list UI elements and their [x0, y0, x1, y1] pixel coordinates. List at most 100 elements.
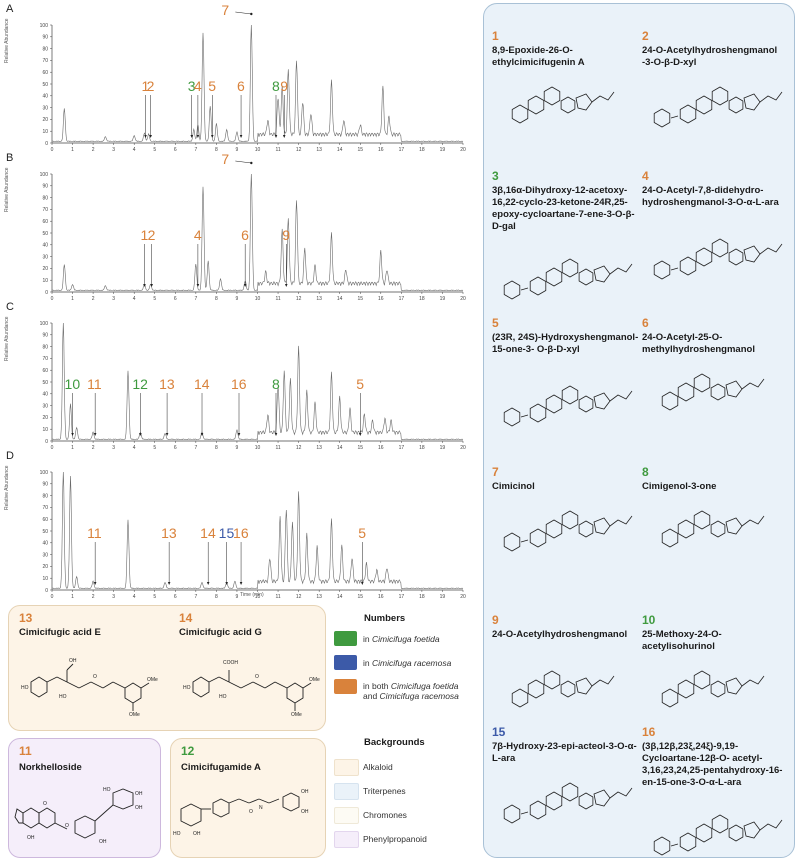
svg-text:OH: OH — [301, 789, 309, 795]
peak-arrow-head — [167, 582, 171, 585]
peak-label-5: 5 — [356, 376, 365, 392]
x-tick-label: 2 — [92, 147, 95, 153]
y-tick-label: 70 — [42, 356, 48, 362]
structure-12: HO OH O N OH OH — [173, 789, 309, 837]
y-tick-label: 90 — [42, 482, 48, 488]
x-tick-label: 1 — [71, 594, 74, 600]
peak-arrow-head — [71, 433, 74, 436]
y-tick-label: 50 — [42, 380, 48, 386]
peak-label-7: 7 — [221, 2, 230, 18]
peak-label-13: 13 — [161, 525, 177, 541]
legend-in-both: in both — [363, 681, 391, 691]
peak-arrow-head — [282, 135, 286, 138]
peak-arrow — [235, 11, 252, 15]
x-tick-label: 9 — [236, 147, 239, 153]
compound-11-number: 11 — [19, 744, 32, 758]
compound-name: 24-O-Acetylhydroshengmanol -3-O-β-D-xyl — [642, 45, 778, 68]
svg-text:OH: OH — [99, 839, 107, 845]
x-tick-label: 14 — [337, 445, 343, 451]
legend-alkaloid: Alkaloid — [363, 762, 393, 772]
x-tick-label: 10 — [255, 147, 261, 153]
x-tick-label: 0 — [51, 296, 54, 302]
x-tick-label: 1 — [71, 445, 74, 451]
structure-5 — [503, 385, 633, 427]
compound-number: 8 — [642, 465, 649, 479]
peak-arrow — [235, 160, 252, 164]
x-tick-label: 5 — [153, 296, 156, 302]
peak-arrow-head — [144, 135, 147, 138]
x-tick-label: 15 — [357, 445, 363, 451]
compound-number: 10 — [642, 613, 656, 627]
x-tick-label: 13 — [316, 594, 322, 600]
x-tick-label: 3 — [112, 296, 115, 302]
chromatogram-trace — [51, 322, 464, 441]
svg-text:HO: HO — [173, 831, 181, 837]
peak-arrow-head — [190, 135, 194, 138]
y-tick-label: 50 — [42, 231, 48, 237]
chromatogram-c: C Relative Abundance 0 10 20 30 40 50 60 70 80 90… — [0, 301, 478, 451]
alkaloid-box: 13 Cimicifugic acid E 14 Cimicifugic aci… — [8, 605, 326, 731]
legend-in-racemosa: in — [363, 658, 372, 668]
chromatogram-b: B Relative Abundance 0 10 20 30 40 50 60 70 80 90… — [0, 152, 478, 302]
y-tick-label: 10 — [42, 129, 48, 135]
svg-text:O: O — [43, 801, 47, 807]
peak-label-6: 6 — [237, 78, 245, 94]
x-tick-label: 4 — [133, 594, 136, 600]
legend-swatch-green — [334, 631, 357, 646]
peak-label-2: 2 — [146, 78, 155, 94]
structure-2 — [653, 86, 783, 128]
panel-letter-a: A — [6, 3, 14, 15]
compound-name: 3β,16α-Dihydroxy-12-acetoxy-16,22-cyclo-… — [492, 185, 635, 232]
compound-5: 5 (23R, 24S)-Hydroxyshengmanol-15-one-3- … — [492, 317, 640, 356]
y-tick-label: 100 — [40, 470, 49, 476]
y-tick-label: 10 — [42, 278, 48, 284]
peak-arrow-head — [239, 135, 243, 138]
compound-number: 4 — [642, 169, 649, 183]
x-tick-label: 19 — [440, 147, 446, 153]
peak-label-8: 8 — [271, 78, 280, 94]
peak-label-1: 1 — [140, 227, 149, 243]
x-tick-label: 11 — [275, 147, 280, 153]
x-tick-label: 19 — [440, 296, 446, 302]
compound-4: 4 24-O-Acetyl-7,8-didehydro-hydroshengman… — [642, 170, 790, 209]
peak-label-1: 1 — [141, 78, 150, 94]
peak-label-14: 14 — [194, 376, 210, 392]
compound-name: 24-O-Acetyl-7,8-didehydro-hydroshengmano… — [642, 185, 779, 208]
svg-text:COOH: COOH — [223, 660, 238, 666]
compound-16: 16 (3β,12β,23ξ,24ξ)-9,19-Cycloartane-12β-… — [642, 726, 790, 789]
compound-name: 24-O-Acetylhydroshengmanol — [492, 629, 628, 640]
y-tick-label: 0 — [45, 141, 48, 147]
svg-text:OMe: OMe — [129, 712, 140, 718]
x-tick-label: 16 — [378, 296, 384, 302]
peak-arrow-head — [196, 135, 200, 138]
x-tick-label: 11 — [275, 445, 280, 451]
compound-2: 2 24-O-Acetylhydroshengmanol -3-O-β-D-xyl — [642, 30, 790, 69]
legend-swatch-alkaloid — [334, 759, 359, 776]
structure-11: OH O O OH OH OH HO — [14, 787, 143, 845]
y-tick-label: 20 — [42, 415, 48, 421]
y-tick-label: 10 — [42, 427, 48, 433]
x-tick-label: 17 — [399, 296, 405, 302]
y-tick-label: 0 — [45, 588, 48, 594]
x-tick-label: 20 — [460, 296, 466, 302]
svg-text:HO: HO — [59, 694, 67, 700]
x-tick-label: 11 — [275, 296, 280, 302]
compound-name: Cimicinol — [492, 481, 535, 492]
compound-7: 7 Cimicinol — [492, 466, 640, 493]
compound-13-name: Cimicifugic acid E — [19, 627, 101, 638]
y-tick-label: 50 — [42, 529, 48, 535]
compound-13-number: 13 — [19, 611, 33, 625]
x-tick-label: 0 — [51, 594, 54, 600]
x-tick-label: 4 — [133, 445, 136, 451]
structure-16 — [653, 814, 783, 856]
peak-label-5: 5 — [208, 78, 217, 94]
compound-14-number: 14 — [179, 611, 193, 625]
svg-text:O: O — [249, 809, 253, 815]
y-tick-label: 40 — [42, 94, 48, 100]
x-tick-label: 14 — [337, 147, 343, 153]
legend-triterpenes: Triterpenes — [363, 786, 406, 796]
structure-15 — [503, 782, 633, 824]
y-tick-label: 50 — [42, 82, 48, 88]
